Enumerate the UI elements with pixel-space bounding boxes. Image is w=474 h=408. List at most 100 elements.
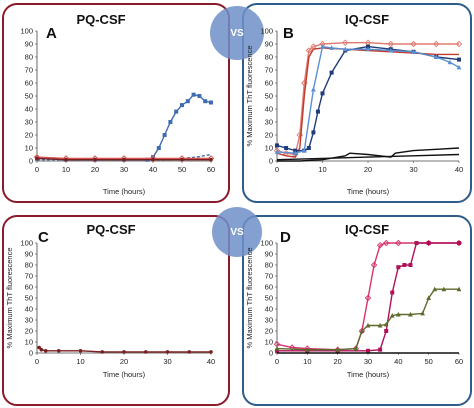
vs-badge-bottom: VS <box>212 207 262 257</box>
y-tick-label: 70 <box>265 272 273 281</box>
panel-title: IQ-CSF <box>345 12 389 27</box>
data-point <box>209 157 213 162</box>
y-tick-label: 100 <box>20 239 33 248</box>
x-tick-label: 10 <box>76 357 84 366</box>
y-tick-label: 30 <box>25 118 33 127</box>
x-tick-label: 20 <box>333 357 341 366</box>
y-tick-label: 60 <box>265 283 273 292</box>
x-axis-label: Time (hours) <box>347 187 390 196</box>
x-tick-label: 0 <box>275 165 279 174</box>
data-point <box>304 347 310 352</box>
vs-circle-bottom <box>212 207 262 257</box>
data-point <box>78 349 83 353</box>
data-point <box>209 350 213 354</box>
x-tick-label: 10 <box>303 357 311 366</box>
y-tick-label: 50 <box>25 294 33 303</box>
x-tick-label: 30 <box>364 357 372 366</box>
x-tick-label: 20 <box>364 165 372 174</box>
data-point <box>366 348 370 353</box>
data-point <box>455 40 463 48</box>
vs-badge-top: VS <box>210 6 264 60</box>
data-point <box>284 146 289 150</box>
x-tick-label: 0 <box>275 357 279 366</box>
y-axis-label: % Maximum ThT fluorescence <box>245 247 254 348</box>
data-point <box>342 46 348 52</box>
x-tick-label: 60 <box>455 357 463 366</box>
data-point <box>441 286 447 292</box>
chart-panel-d: IQ-CSF D 0 10 20 30 40 50 60 70 80 90 100 0 10 20 30 40 50… <box>245 222 463 379</box>
y-tick-label: 70 <box>265 66 273 75</box>
data-point <box>353 346 359 351</box>
x-tick-label: 50 <box>178 165 186 174</box>
chart-panel-c: PQ-CSF C 0 10 20 30 40 50 60 70 80 90 100 0 10 20 30 40 Ti… <box>5 222 215 379</box>
y-tick-label: 60 <box>265 79 273 88</box>
data-point <box>292 150 298 156</box>
data-point <box>274 346 280 351</box>
panel-letter: A <box>46 25 57 42</box>
chart-panel-b: IQ-CSF B 0 10 20 30 40 50 60 70 80 90 100 0 10 20 30 40 Ti… <box>245 12 463 196</box>
x-tick-label: 40 <box>455 165 463 174</box>
y-tick-label: 20 <box>265 327 273 336</box>
y-tick-label: 90 <box>25 40 33 49</box>
panel-d-frame <box>242 215 472 406</box>
data-point <box>410 40 417 48</box>
vs-label-bottom: VS <box>230 227 244 238</box>
data-point <box>315 109 320 114</box>
series-line <box>276 47 459 158</box>
y-tick-label: 90 <box>25 250 33 259</box>
x-tick-label: 10 <box>318 165 326 174</box>
y-tick-label: 20 <box>265 131 273 140</box>
data-point <box>364 294 372 302</box>
data-point <box>342 39 349 46</box>
x-tick-label: 30 <box>120 165 128 174</box>
data-point <box>209 100 213 105</box>
data-point <box>377 322 383 328</box>
panel-letter: C <box>38 229 49 246</box>
data-point <box>39 347 44 352</box>
y-tick-label: 100 <box>260 27 273 36</box>
x-tick-label: 40 <box>207 357 215 366</box>
x-tick-label: 10 <box>62 165 70 174</box>
y-tick-label: 10 <box>25 338 33 347</box>
y-tick-label: 40 <box>265 105 273 114</box>
x-tick-label: 40 <box>394 357 402 366</box>
data-point <box>56 349 61 353</box>
data-point <box>433 40 440 48</box>
x-axis-label: Time (hours) <box>103 187 146 196</box>
data-point <box>275 348 279 353</box>
x-tick-label: 20 <box>91 165 99 174</box>
x-tick-label: 0 <box>35 357 39 366</box>
data-point <box>174 109 179 114</box>
data-point <box>122 350 126 354</box>
data-point <box>320 91 325 96</box>
data-point <box>411 49 416 54</box>
y-tick-label: 30 <box>265 316 273 325</box>
vs-circle-top <box>210 6 264 60</box>
data-point <box>203 99 208 104</box>
x-tick-label: 30 <box>163 357 171 366</box>
panel-title: IQ-CSF <box>345 222 389 237</box>
y-tick-label: 90 <box>265 40 273 49</box>
y-tick-label: 0 <box>29 349 33 358</box>
x-axis-label: Time (hours) <box>347 370 390 379</box>
vs-label-top: VS <box>230 28 244 39</box>
data-point <box>151 155 155 160</box>
y-tick-label: 10 <box>265 338 273 347</box>
y-axis-label: % Maximum ThT fluorescence <box>245 45 254 146</box>
data-point <box>414 241 419 245</box>
data-point <box>329 70 334 75</box>
data-point <box>187 350 192 354</box>
data-point <box>275 143 279 148</box>
y-tick-label: 0 <box>29 157 33 166</box>
data-point <box>165 350 170 354</box>
y-tick-label: 40 <box>25 105 33 114</box>
x-axis-label: Time (hours) <box>103 370 146 379</box>
data-point <box>433 54 439 59</box>
data-point <box>143 350 148 354</box>
x-tick-label: 0 <box>35 165 39 174</box>
y-tick-label: 60 <box>25 79 33 88</box>
y-tick-label: 20 <box>25 327 33 336</box>
data-point <box>420 310 425 316</box>
x-tick-label: 60 <box>207 165 215 174</box>
data-point <box>370 261 378 269</box>
